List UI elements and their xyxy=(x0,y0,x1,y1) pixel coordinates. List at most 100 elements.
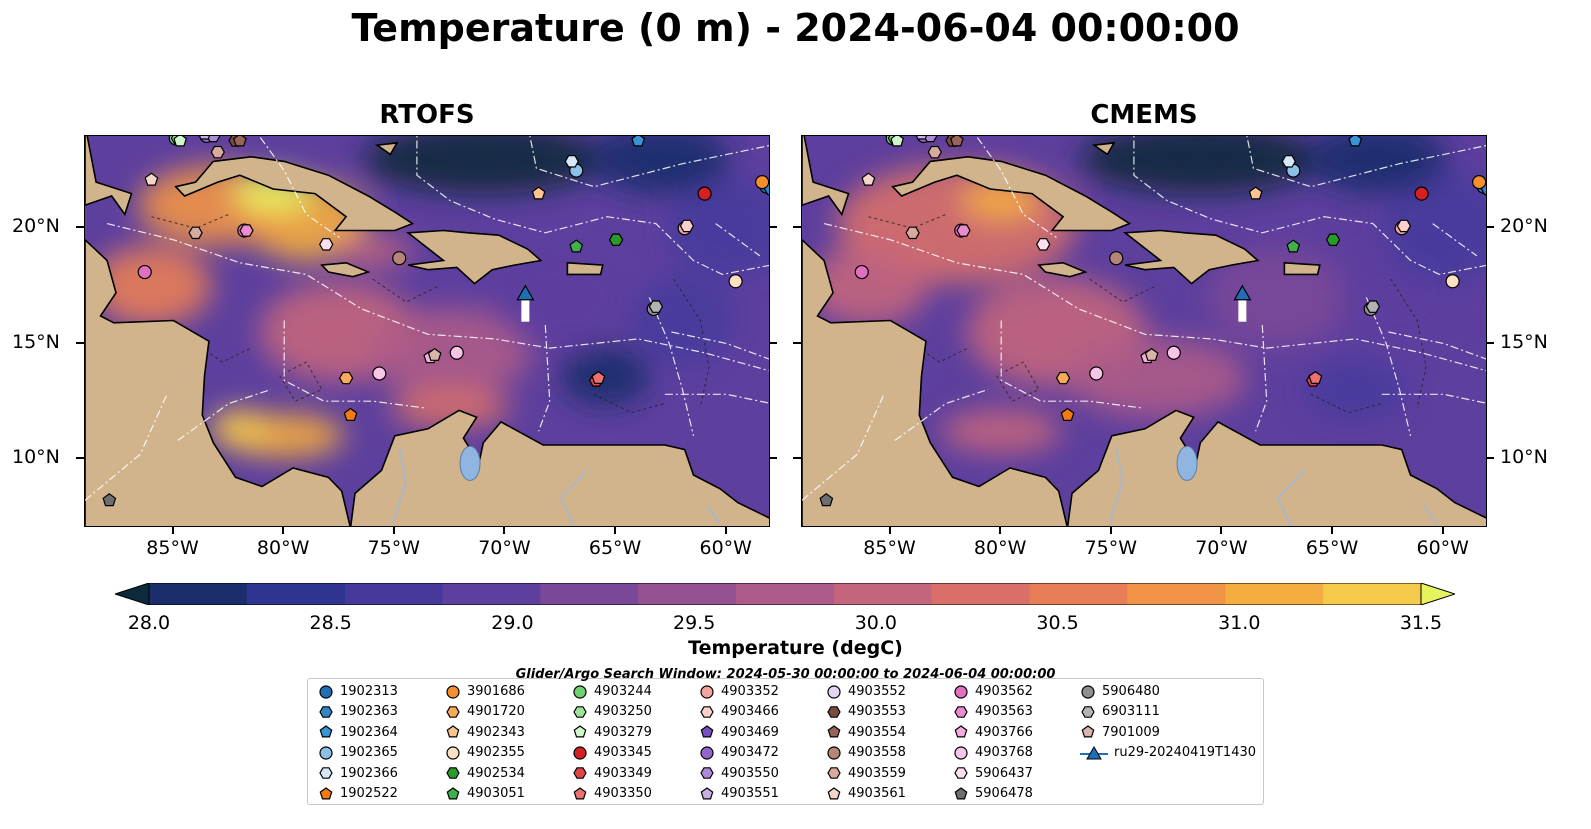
float-marker-1902522[interactable] xyxy=(343,407,358,421)
float-marker-4903559[interactable] xyxy=(210,145,225,159)
float-marker-1902364[interactable] xyxy=(1348,136,1363,147)
glider-marker[interactable] xyxy=(516,284,535,301)
legend-marker[interactable] xyxy=(700,746,714,760)
float-marker-7901009[interactable] xyxy=(1144,347,1159,361)
float-marker-4903561[interactable] xyxy=(144,172,159,186)
legend-marker[interactable] xyxy=(700,684,714,699)
legend-marker[interactable] xyxy=(573,725,587,738)
float-marker-4903561[interactable] xyxy=(861,172,876,186)
legend-marker[interactable] xyxy=(827,684,841,699)
legend-marker[interactable] xyxy=(446,706,460,718)
legend-marker[interactable] xyxy=(827,767,841,779)
legend-marker[interactable] xyxy=(700,706,714,718)
float-marker-4902343[interactable] xyxy=(1248,186,1263,200)
float-marker-1902364[interactable] xyxy=(631,136,646,147)
float-marker-1902522[interactable] xyxy=(1060,407,1075,421)
legend-marker[interactable] xyxy=(954,684,968,699)
float-marker-6903111[interactable] xyxy=(648,300,664,313)
float-marker-4903350[interactable] xyxy=(591,370,606,384)
float-marker-4903554[interactable] xyxy=(949,136,964,147)
float-marker-4903558[interactable] xyxy=(392,251,407,266)
float-marker-1902366[interactable] xyxy=(564,155,579,168)
legend-marker[interactable] xyxy=(446,746,460,760)
float-marker-4902355[interactable] xyxy=(728,274,743,289)
float-marker-4903350[interactable] xyxy=(1308,370,1323,384)
float-marker-4902343[interactable] xyxy=(531,186,546,200)
float-marker-6903111[interactable] xyxy=(1365,300,1381,313)
float-marker-4903550[interactable] xyxy=(206,136,221,143)
legend-marker[interactable] xyxy=(827,786,841,799)
float-marker-4903559[interactable] xyxy=(927,145,942,159)
float-marker-4903551[interactable] xyxy=(198,136,210,140)
float-marker-4903559[interactable] xyxy=(188,226,203,240)
float-marker-4903768[interactable] xyxy=(1166,345,1181,360)
float-marker-7901009[interactable] xyxy=(427,347,442,361)
float-marker-4901720[interactable] xyxy=(1055,371,1071,385)
float-marker-3901686[interactable] xyxy=(755,175,769,190)
legend-marker[interactable] xyxy=(954,767,968,779)
float-marker-4902534[interactable] xyxy=(608,233,624,247)
float-marker-4903768[interactable] xyxy=(372,366,387,381)
legend-marker[interactable] xyxy=(700,786,714,799)
legend-marker[interactable] xyxy=(1081,706,1095,718)
float-marker-4903768[interactable] xyxy=(1089,366,1104,381)
float-marker-4903551[interactable] xyxy=(915,136,927,140)
float-marker-4903768[interactable] xyxy=(449,345,464,360)
legend-marker[interactable] xyxy=(319,746,333,760)
legend-marker[interactable] xyxy=(573,786,587,799)
rtofs-map[interactable] xyxy=(84,135,770,527)
float-marker-5906437[interactable] xyxy=(1036,238,1051,251)
float-marker-5906478[interactable] xyxy=(102,493,117,507)
legend-marker[interactable] xyxy=(700,767,714,779)
float-marker-4903563[interactable] xyxy=(239,224,254,237)
float-marker-4902355[interactable] xyxy=(1445,274,1460,289)
float-marker-4903279[interactable] xyxy=(890,136,905,147)
float-marker-4903562[interactable] xyxy=(854,264,869,280)
float-marker-4903051[interactable] xyxy=(569,239,584,253)
float-marker-4903562[interactable] xyxy=(137,264,152,280)
legend-marker[interactable] xyxy=(954,786,968,799)
legend-marker[interactable] xyxy=(573,684,587,699)
legend-marker[interactable] xyxy=(446,786,460,799)
float-marker-4903466[interactable] xyxy=(1396,219,1412,233)
legend-marker[interactable] xyxy=(573,746,587,760)
float-marker-4901720[interactable] xyxy=(338,371,354,385)
landmass xyxy=(85,238,351,526)
float-marker-3901686[interactable] xyxy=(1472,175,1486,190)
legend-marker[interactable] xyxy=(573,767,587,779)
float-marker-4903554[interactable] xyxy=(232,136,247,147)
legend-marker[interactable] xyxy=(954,746,968,760)
glider-marker[interactable] xyxy=(1233,284,1252,301)
legend-marker[interactable] xyxy=(446,725,460,738)
float-marker-4902534[interactable] xyxy=(1325,233,1341,247)
float-marker-4903051[interactable] xyxy=(1286,239,1301,253)
legend-marker[interactable] xyxy=(319,786,333,799)
legend-marker[interactable] xyxy=(446,767,460,779)
legend-marker[interactable] xyxy=(954,706,968,718)
legend-marker[interactable] xyxy=(319,767,333,779)
float-marker-1902366[interactable] xyxy=(1281,155,1296,168)
legend-marker[interactable] xyxy=(954,725,968,738)
float-marker-4903466[interactable] xyxy=(679,219,695,233)
legend-marker[interactable] xyxy=(1081,684,1095,699)
float-marker-5906437[interactable] xyxy=(319,238,334,251)
float-marker-4903559[interactable] xyxy=(905,226,920,240)
cmems-map[interactable] xyxy=(801,135,1487,527)
legend-marker[interactable] xyxy=(827,725,841,738)
float-marker-4903345[interactable] xyxy=(697,186,712,201)
legend-marker[interactable] xyxy=(700,725,714,738)
legend-marker[interactable] xyxy=(827,706,841,718)
legend-marker[interactable] xyxy=(319,684,333,699)
float-marker-4903558[interactable] xyxy=(1109,251,1124,266)
legend-marker[interactable] xyxy=(827,746,841,760)
legend-marker[interactable] xyxy=(319,706,333,718)
float-marker-4903345[interactable] xyxy=(1414,186,1429,201)
legend-marker[interactable] xyxy=(573,706,587,718)
legend-marker[interactable] xyxy=(319,725,333,738)
float-marker-5906478[interactable] xyxy=(819,493,834,507)
float-marker-4903279[interactable] xyxy=(173,136,188,147)
float-marker-4903550[interactable] xyxy=(923,136,938,143)
float-marker-4903563[interactable] xyxy=(956,224,971,237)
legend-marker[interactable] xyxy=(1081,725,1095,738)
legend-marker[interactable] xyxy=(446,684,460,699)
